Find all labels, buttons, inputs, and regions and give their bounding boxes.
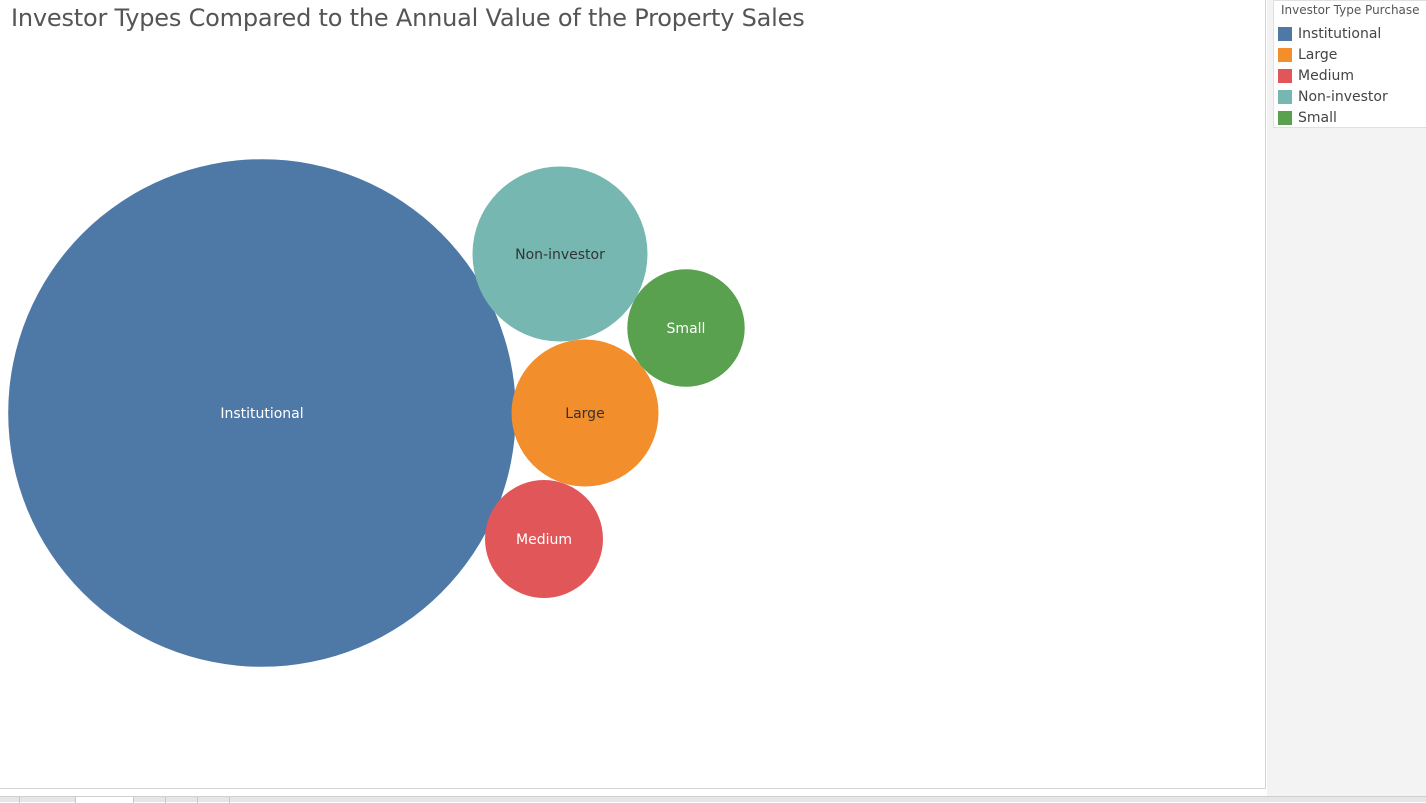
legend-swatch-medium — [1278, 69, 1292, 83]
legend-item-large[interactable]: Large — [1278, 45, 1337, 65]
bubble-institutional[interactable] — [8, 159, 516, 667]
sheet-tab[interactable] — [0, 797, 20, 803]
side-panel: Investor Type Purchase Institutional Larg… — [1267, 0, 1426, 796]
sheet-tab[interactable] — [166, 797, 198, 803]
sheet-tab[interactable] — [76, 797, 134, 803]
legend-item-small[interactable]: Small — [1278, 108, 1337, 128]
legend-swatch-small — [1278, 111, 1292, 125]
bubble-label-small: Small — [667, 321, 706, 337]
legend-swatch-large — [1278, 48, 1292, 62]
legend-item-non-investor[interactable]: Non-investor — [1278, 87, 1388, 107]
color-legend: Investor Type Purchase Institutional Larg… — [1273, 0, 1426, 128]
sheet-tab[interactable] — [20, 797, 76, 803]
bubble-label-medium: Medium — [516, 532, 572, 548]
legend-swatch-non-investor — [1278, 90, 1292, 104]
legend-label-non-investor: Non-investor — [1298, 89, 1388, 105]
legend-swatch-institutional — [1278, 27, 1292, 41]
legend-label-medium: Medium — [1298, 68, 1354, 84]
sheet-tab[interactable] — [198, 797, 230, 803]
bubble-non-investor[interactable] — [472, 166, 648, 342]
visualization-pane: Investor Types Compared to the Annual Va… — [0, 0, 1266, 789]
sheet-tab[interactable] — [134, 797, 166, 803]
bubble-medium[interactable] — [485, 480, 603, 598]
bubble-chart: Institutional Large Medium Non-investor Smal… — [8, 159, 745, 667]
legend-label-institutional: Institutional — [1298, 26, 1382, 42]
legend-title: Investor Type Purchase — [1281, 3, 1420, 17]
legend-item-institutional[interactable]: Institutional — [1278, 24, 1381, 44]
bubble-small[interactable] — [627, 269, 745, 387]
bubble-label-institutional: Institutional — [220, 406, 303, 422]
bubble-label-large: Large — [565, 406, 604, 422]
sheet-tab-bar — [0, 796, 1426, 803]
chart-title: Investor Types Compared to the Annual Va… — [11, 4, 805, 32]
legend-item-medium[interactable]: Medium — [1278, 66, 1354, 86]
legend-label-large: Large — [1298, 47, 1338, 63]
bubble-label-non-investor: Non-investor — [515, 247, 605, 263]
legend-label-small: Small — [1298, 110, 1337, 126]
bubble-large[interactable] — [511, 339, 659, 487]
